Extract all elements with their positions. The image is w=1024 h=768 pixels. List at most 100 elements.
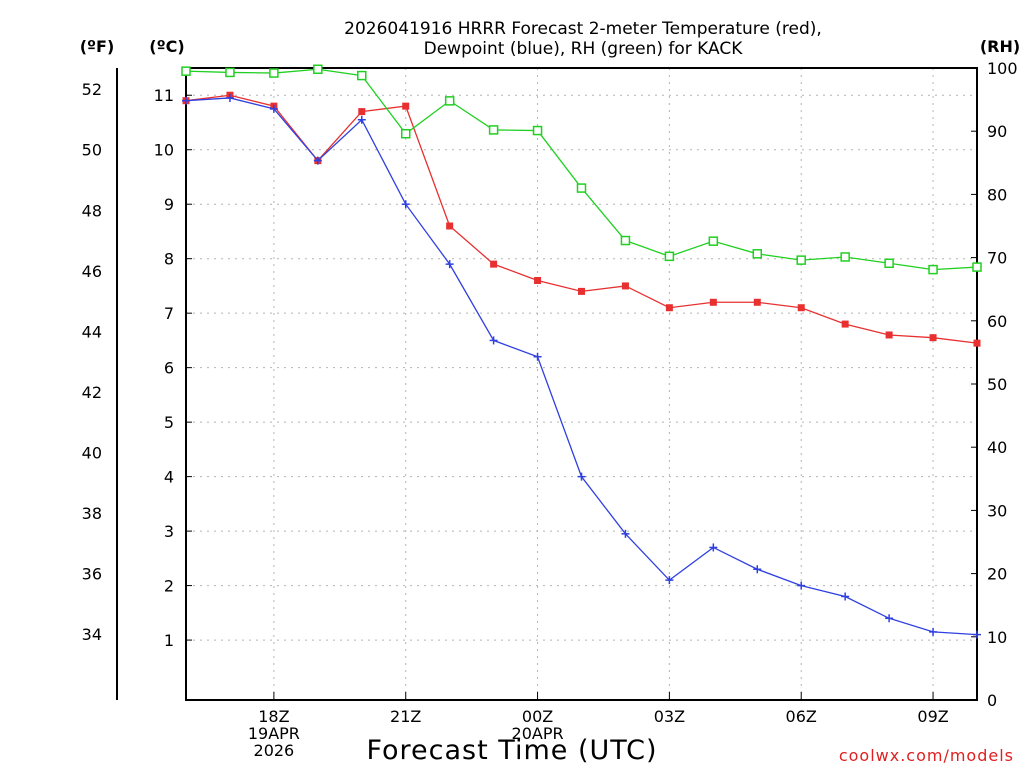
fahrenheit-tick-label: 52 — [82, 80, 102, 99]
dewpoint-point — [973, 630, 981, 639]
chart-gridlines — [186, 68, 977, 700]
celsius-tick-label: 8 — [164, 250, 174, 269]
fahrenheit-tick-label: 36 — [82, 564, 102, 583]
fahrenheit-tick-label: 46 — [82, 262, 102, 281]
temperature-point — [665, 304, 673, 312]
celsius-axis-unit: (ºC) — [149, 37, 184, 56]
x-tick-label: 20APR — [512, 724, 564, 743]
celsius-tick-label: 6 — [164, 359, 174, 378]
series-temperature — [182, 91, 981, 347]
rh-point — [313, 64, 323, 75]
temperature-point — [753, 298, 761, 306]
rh-point — [620, 235, 631, 246]
dewpoint-point — [929, 627, 938, 636]
x-tick-label: 06Z — [786, 707, 817, 726]
rh-tick-label: 50 — [987, 375, 1007, 394]
dewpoint-point — [841, 592, 850, 601]
dewpoint-point — [621, 529, 630, 538]
temperature-point — [578, 287, 585, 295]
rh-tick-label: 30 — [987, 501, 1007, 520]
rh-point — [357, 70, 367, 81]
rh-line — [185, 68, 978, 271]
chart-title-line-2: Dewpoint (blue), RH (green) for KACK — [424, 39, 744, 59]
rh-tick-label: 20 — [987, 565, 1007, 584]
temperature-point — [534, 276, 542, 284]
celsius-tick-label: 10 — [154, 141, 174, 160]
dewpoint-point — [357, 115, 366, 124]
rh-tick-label: 0 — [987, 691, 997, 710]
temperature-point — [446, 222, 454, 230]
temperature-point — [841, 320, 849, 328]
fahrenheit-tick-label: 50 — [82, 141, 102, 160]
temperature-point — [709, 298, 717, 306]
fahrenheit-tick-label: 44 — [82, 322, 102, 341]
x-tick-label: 09Z — [917, 707, 948, 726]
fahrenheit-axis-unit: (ºF) — [80, 37, 115, 56]
rh-point — [752, 249, 763, 259]
dewpoint-point — [885, 614, 894, 623]
rh-tick-label: 100 — [987, 59, 1018, 78]
rh-axis-unit: (RH) — [980, 37, 1020, 56]
dewpoint-point — [577, 472, 586, 481]
rh-point — [532, 125, 543, 136]
dewpoint-line — [185, 97, 978, 636]
temperature-point — [973, 339, 981, 347]
dewpoint-point — [533, 352, 542, 361]
rh-point — [884, 258, 894, 269]
celsius-tick-label: 4 — [164, 468, 174, 487]
rh-tick-label: 80 — [987, 185, 1007, 204]
rh-point — [400, 128, 411, 139]
x-axis-label: Forecast Time (UTC) — [366, 735, 657, 766]
dewpoint-point — [797, 581, 806, 590]
rh-point — [972, 262, 982, 272]
dewpoint-point — [665, 576, 674, 585]
dewpoint-point — [445, 260, 454, 269]
dewpoint-point — [709, 543, 718, 552]
rh-tick-label: 40 — [987, 438, 1007, 457]
dewpoint-point — [225, 93, 234, 102]
rh-point — [928, 264, 938, 275]
temperature-point — [621, 282, 629, 290]
rh-point — [796, 255, 806, 265]
rh-point — [181, 66, 191, 76]
rh-point — [269, 68, 279, 78]
rh-point — [488, 125, 499, 135]
temperature-line — [185, 94, 978, 344]
celsius-tick-label: 3 — [164, 522, 174, 541]
temperature-point — [358, 108, 366, 116]
plot-frame — [185, 67, 978, 701]
dewpoint-point — [489, 336, 498, 345]
x-tick-label: 21Z — [390, 707, 421, 726]
temperature-point — [885, 331, 893, 339]
x-tick-label: 2026 — [254, 741, 295, 760]
series-dewpoint — [182, 93, 981, 639]
credit-link[interactable]: coolwx.com/models — [839, 746, 1014, 765]
dewpoint-point — [401, 200, 410, 209]
temperature-point — [797, 304, 805, 312]
rh-point — [444, 96, 455, 106]
celsius-tick-label: 7 — [164, 304, 174, 323]
x-tick-label: 19APR — [248, 724, 300, 743]
rh-point — [708, 236, 719, 246]
temperature-point — [929, 334, 937, 342]
chart-series — [181, 64, 982, 639]
fahrenheit-tick-label: 38 — [82, 504, 102, 523]
dewpoint-point — [753, 565, 762, 574]
dewpoint-point — [313, 156, 322, 165]
fahrenheit-tick-label: 34 — [82, 625, 102, 644]
celsius-tick-label: 5 — [164, 413, 174, 432]
rh-point — [664, 251, 675, 262]
rh-tick-label: 60 — [987, 312, 1007, 331]
x-tick-label: 03Z — [654, 707, 685, 726]
fahrenheit-tick-label: 48 — [82, 201, 102, 220]
fahrenheit-tick-label: 42 — [82, 383, 102, 402]
rh-tick-label: 70 — [987, 249, 1007, 268]
rh-point — [225, 67, 235, 78]
rh-tick-label: 90 — [987, 122, 1007, 141]
chart-tick-labels: 1234567891011343638404244464850520102030… — [82, 59, 1018, 760]
rh-point — [576, 183, 587, 193]
celsius-tick-label: 11 — [154, 86, 174, 105]
temperature-point — [402, 102, 410, 110]
fahrenheit-tick-label: 40 — [82, 443, 102, 462]
